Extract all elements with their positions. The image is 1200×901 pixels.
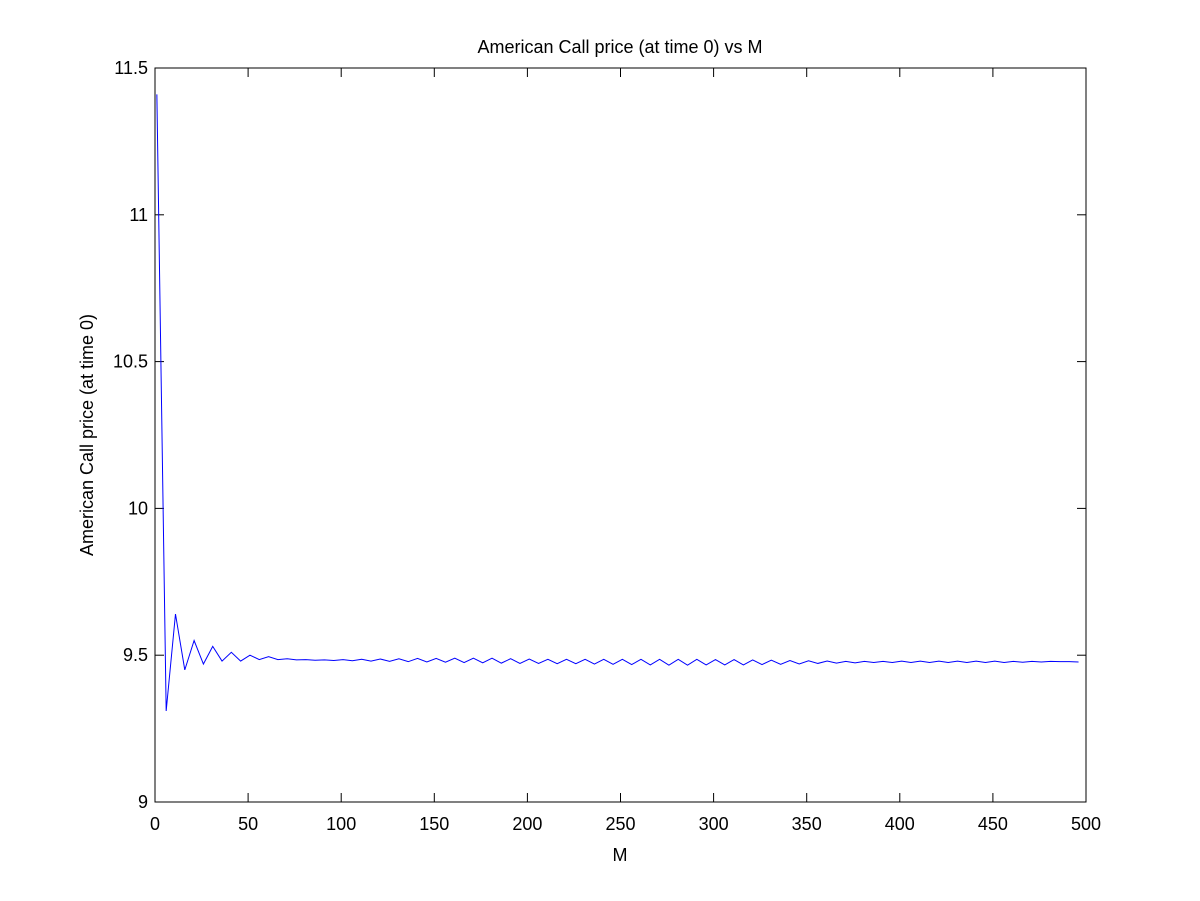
y-tick-label: 11 — [129, 205, 148, 225]
x-axis-label: M — [613, 845, 628, 865]
y-tick-label: 9.5 — [123, 645, 148, 665]
x-tick-label: 0 — [150, 814, 160, 834]
x-tick-label: 400 — [885, 814, 915, 834]
x-tick-label: 50 — [238, 814, 258, 834]
y-axis: 9 9.5 10 10.5 11 11.5 — [113, 58, 1086, 812]
y-axis-label: American Call price (at time 0) — [77, 314, 97, 556]
x-tick-label: 300 — [699, 814, 729, 834]
x-tick-label: 350 — [792, 814, 822, 834]
x-tick-label: 200 — [512, 814, 542, 834]
x-tick-label: 450 — [978, 814, 1008, 834]
x-tick-label: 500 — [1071, 814, 1101, 834]
y-tick-label: 10.5 — [113, 352, 148, 372]
y-tick-label: 10 — [128, 498, 148, 518]
x-axis: 0 50 100 150 200 250 300 350 400 450 500 — [150, 68, 1101, 834]
y-tick-label: 11.5 — [114, 58, 148, 78]
y-tick-label: 9 — [138, 792, 148, 812]
plot-area — [154, 67, 1087, 803]
chart-title: American Call price (at time 0) vs M — [477, 37, 762, 57]
x-tick-label: 150 — [419, 814, 449, 834]
x-tick-label: 250 — [605, 814, 635, 834]
series-line — [156, 94, 1079, 712]
x-tick-label: 100 — [326, 814, 356, 834]
